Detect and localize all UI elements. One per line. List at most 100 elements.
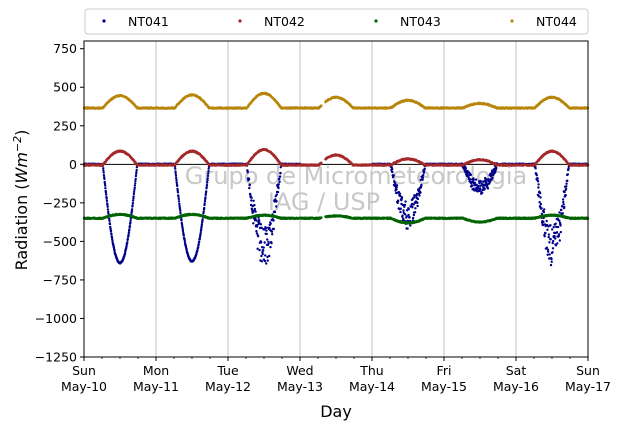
data-point-nt041	[556, 225, 560, 229]
data-point-nt041	[411, 216, 415, 220]
data-point-nt041	[177, 197, 180, 201]
data-point-nt041	[204, 193, 207, 197]
data-point-nt041	[253, 207, 257, 211]
data-point-nt041	[203, 199, 207, 203]
data-point-nt041	[106, 203, 109, 207]
data-point-nt041	[129, 221, 132, 224]
data-point-nt041	[266, 238, 269, 241]
data-point-nt041	[178, 202, 181, 205]
legend-label-nt042: NT042	[264, 14, 305, 29]
data-point-nt041	[565, 182, 568, 185]
data-point-nt041	[478, 187, 482, 190]
data-point-nt041	[537, 186, 540, 189]
legend-item-nt044: NT044	[510, 14, 577, 29]
data-point-nt041	[110, 236, 114, 239]
data-point-nt041	[105, 199, 109, 203]
data-point-nt041	[106, 208, 110, 211]
legend-marker-nt044	[510, 19, 514, 23]
data-point-nt041	[544, 231, 547, 235]
data-point-nt041	[562, 203, 565, 206]
data-point-nt041	[250, 196, 253, 199]
data-point-nt041	[108, 217, 111, 221]
data-point-nt041	[559, 230, 562, 234]
data-point-nt041	[495, 166, 498, 170]
data-point-nt041	[423, 167, 426, 170]
data-point-nt041	[278, 180, 281, 183]
grid-lines	[155, 41, 517, 357]
data-point-nt041	[402, 209, 405, 212]
data-point-nt041	[547, 250, 550, 253]
data-point-nt041	[472, 178, 475, 181]
data-point-nt041	[257, 219, 261, 222]
legend-item-nt042: NT042	[238, 14, 305, 29]
data-point-nt041	[260, 241, 263, 244]
data-point-nt041	[543, 208, 546, 211]
data-point-nt041	[104, 187, 107, 190]
data-point-nt041	[130, 208, 134, 211]
data-point-nt041	[131, 199, 135, 202]
data-point-nt041	[413, 211, 417, 214]
data-point-nt041	[103, 177, 106, 181]
data-point-nt041	[125, 244, 128, 247]
data-point-nt041	[419, 191, 422, 194]
data-point-nt041	[130, 209, 134, 213]
data-point-nt041	[177, 200, 181, 203]
data-point-nt041	[403, 203, 407, 207]
data-point-nt041	[107, 212, 110, 215]
data-point-nt041	[540, 207, 543, 210]
data-point-nt041	[542, 220, 545, 224]
data-point-nt041	[273, 210, 277, 214]
data-point-nt041	[481, 191, 484, 195]
data-point-nt041	[272, 227, 275, 231]
data-point-nt041	[260, 260, 264, 263]
data-point-nt041	[258, 221, 261, 224]
data-point-nt041	[126, 237, 129, 241]
data-point-nt041	[200, 228, 203, 231]
data-point-nt041	[549, 224, 552, 227]
data-point-nt041	[206, 181, 209, 184]
data-point-nt041	[404, 200, 407, 203]
data-point-nt041	[183, 239, 186, 243]
data-point-nt041	[262, 246, 265, 249]
data-point-nt041	[259, 223, 263, 226]
data-point-nt041	[562, 200, 565, 204]
data-point-nt041	[566, 173, 569, 176]
data-point-nt041	[179, 211, 182, 215]
data-point-nt041	[539, 196, 542, 199]
data-point-nt041	[135, 172, 138, 175]
data-point-nt041	[404, 213, 407, 216]
data-point-nt041	[414, 207, 417, 210]
data-point-nt041	[270, 230, 274, 233]
data-point-nt041	[113, 249, 116, 252]
data-point-nt041	[266, 259, 269, 262]
data-point-nt041	[254, 217, 257, 220]
data-point-nt041	[477, 184, 480, 188]
data-point-nt041	[133, 188, 136, 191]
data-point-nt041	[203, 206, 206, 210]
data-point-nt041	[268, 254, 271, 258]
data-point-nt041	[102, 174, 106, 177]
data-point-nt041	[185, 248, 188, 251]
data-point-nt041	[175, 181, 178, 184]
data-point-nt041	[536, 177, 539, 180]
data-point-nt041	[549, 238, 552, 241]
data-point-nt041	[260, 226, 263, 229]
legend-marker-nt042	[238, 19, 242, 23]
data-point-nt041	[175, 176, 178, 180]
data-point-nt041	[553, 234, 556, 238]
data-point-nt041	[555, 231, 559, 234]
data-point-nt041	[133, 186, 136, 190]
data-point-nt041	[250, 199, 253, 202]
data-point-nt041	[108, 222, 112, 226]
data-point-nt041	[175, 179, 178, 182]
data-point-nt041	[551, 251, 554, 254]
data-point-nt041	[268, 226, 271, 229]
data-point-nt041	[202, 210, 205, 213]
data-point-nt041	[406, 227, 409, 230]
data-point-nt041	[559, 224, 562, 227]
data-point-nt041	[196, 249, 199, 252]
data-point-nt041	[412, 203, 415, 206]
data-point-nt041	[174, 170, 177, 173]
data-point-nt041	[551, 241, 554, 245]
data-point-nt041	[181, 229, 185, 233]
